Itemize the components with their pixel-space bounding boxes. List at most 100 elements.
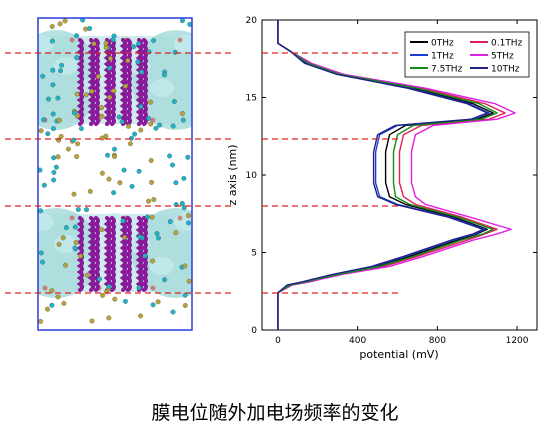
- ion: [41, 182, 47, 188]
- membrane-boundary-lines: [5, 52, 400, 294]
- x-tick-label: 800: [429, 336, 446, 346]
- ion: [132, 131, 138, 137]
- ion: [107, 94, 113, 100]
- ion: [45, 306, 50, 312]
- alpha-helix: [92, 216, 100, 292]
- ion: [80, 18, 86, 23]
- ion: [103, 40, 109, 46]
- ion: [162, 277, 168, 283]
- ion: [122, 83, 128, 89]
- ion: [119, 119, 125, 125]
- ion: [91, 41, 97, 47]
- ion: [74, 55, 80, 61]
- ion: [142, 253, 148, 259]
- legend-label: 10THz: [491, 65, 520, 75]
- ion: [95, 74, 101, 80]
- protein-helices: [76, 38, 148, 292]
- protein: [76, 216, 148, 292]
- legend-label: 0THz: [431, 39, 454, 49]
- ion: [138, 313, 144, 319]
- ion: [89, 318, 95, 324]
- lipid-head: [42, 285, 48, 291]
- ion: [49, 288, 55, 294]
- ion: [105, 152, 111, 158]
- legend-label: 7.5THz: [431, 65, 463, 75]
- alpha-helix: [76, 38, 84, 126]
- alpha-helix: [103, 216, 111, 292]
- ion: [179, 201, 185, 206]
- alpha-helix: [92, 38, 100, 126]
- ion: [41, 117, 47, 123]
- ion: [57, 21, 63, 27]
- ion: [51, 169, 57, 175]
- ion: [53, 164, 59, 170]
- ion: [155, 299, 161, 305]
- ion: [58, 133, 64, 139]
- simulation-box-outline: [37, 17, 193, 331]
- ion: [149, 179, 154, 185]
- ion: [46, 96, 51, 102]
- ion: [136, 168, 142, 174]
- y-tick-label: 0: [251, 326, 257, 336]
- series-line-5THz: [277, 20, 516, 330]
- membrane-blob: [38, 213, 54, 231]
- ion: [138, 127, 144, 133]
- ion: [129, 135, 134, 141]
- ion: [51, 177, 57, 183]
- ion: [121, 167, 127, 173]
- ion: [129, 183, 135, 189]
- alpha-helix: [124, 38, 132, 126]
- series-line-10THz: [277, 20, 488, 330]
- ion: [99, 105, 105, 111]
- ion: [38, 318, 44, 324]
- ion: [139, 69, 144, 75]
- ion: [111, 190, 117, 196]
- ion: [63, 262, 68, 268]
- ion: [74, 33, 80, 39]
- alpha-helix: [103, 38, 111, 126]
- alpha-helix: [87, 216, 95, 292]
- ion: [187, 21, 192, 27]
- ion: [61, 300, 67, 306]
- ion: [49, 38, 55, 44]
- y-tick-label: 10: [246, 171, 258, 181]
- legend-label: 5THz: [491, 52, 514, 62]
- ion: [148, 99, 154, 105]
- ion: [186, 213, 191, 219]
- ion: [182, 263, 188, 269]
- lipid-head: [69, 37, 75, 43]
- ion: [84, 207, 89, 213]
- ion: [45, 131, 51, 137]
- ion: [120, 218, 126, 224]
- ion-spheres: [38, 18, 192, 324]
- ion: [99, 135, 105, 141]
- membrane-blob: [54, 57, 78, 75]
- ion: [173, 230, 179, 236]
- ion: [137, 234, 143, 240]
- ion: [146, 116, 152, 121]
- ion: [146, 198, 152, 204]
- x-axis-label: potential (mV): [359, 348, 438, 361]
- ion: [87, 26, 93, 31]
- ion: [154, 231, 160, 236]
- y-axis-label: z axis (nm): [226, 144, 239, 205]
- legend: 0THz 0.1THz 1THz 5THz 7.5THz 10THz: [404, 31, 530, 78]
- ion: [65, 146, 71, 152]
- ion: [138, 104, 144, 109]
- ion: [127, 141, 133, 147]
- ion: [83, 92, 89, 98]
- membrane-blob: [174, 35, 192, 53]
- ion: [167, 153, 173, 159]
- ion: [71, 137, 76, 143]
- ion: [74, 91, 80, 97]
- ion: [136, 285, 142, 291]
- ion: [170, 309, 176, 315]
- ion: [117, 180, 123, 186]
- ion: [55, 154, 61, 160]
- ion: [131, 44, 137, 50]
- ion: [58, 68, 63, 74]
- potential-profile-plot: 0 400 800 1200 0 5 10 15 20 0THz 0.1THz 1THz 5THz 7.…: [226, 16, 538, 361]
- ion: [126, 123, 131, 129]
- ion: [106, 315, 112, 321]
